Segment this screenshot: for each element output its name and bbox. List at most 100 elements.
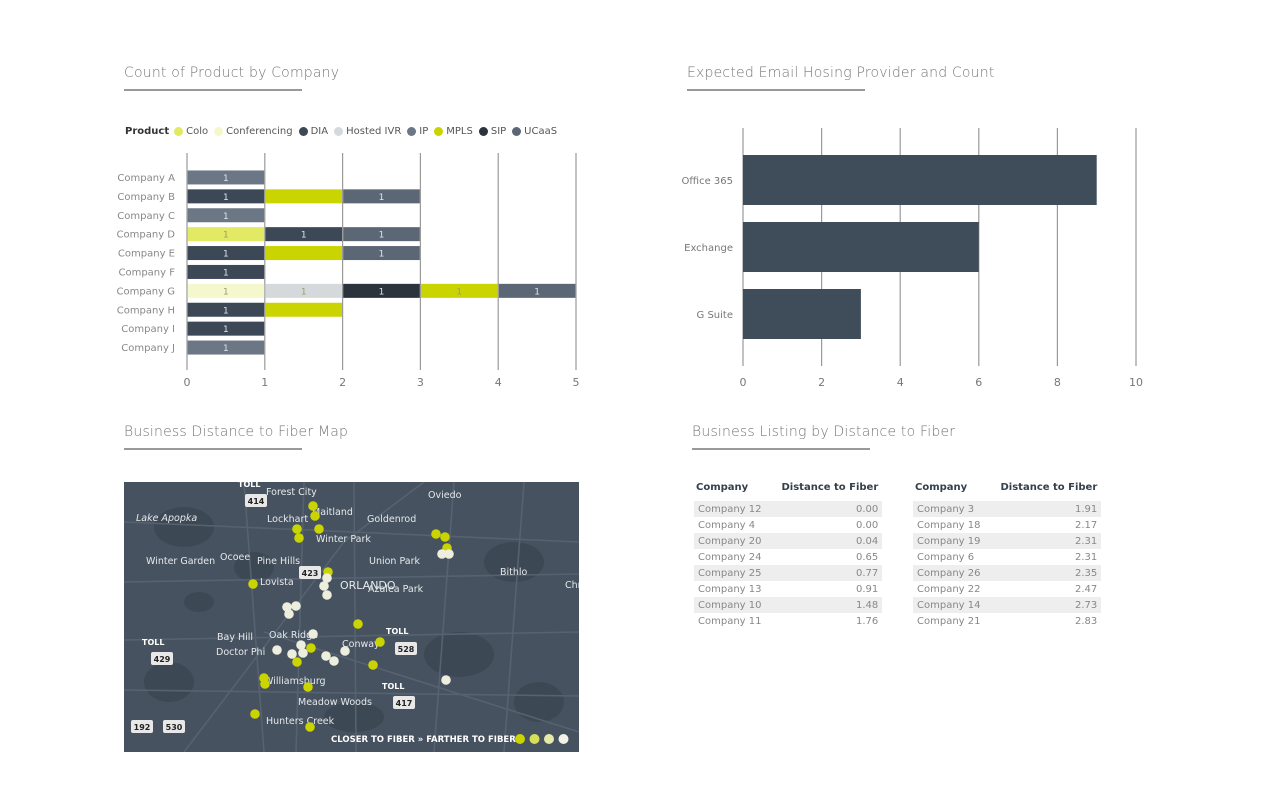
legend-label: Colo — [186, 126, 209, 137]
business-marker[interactable] — [314, 524, 324, 534]
legend-item[interactable]: SIP — [478, 126, 507, 137]
y-category-label: Company D — [117, 230, 176, 241]
road-line — [183, 482, 425, 752]
legend-item[interactable]: Conferencing — [214, 126, 293, 137]
legend-item[interactable]: Colo — [174, 126, 208, 137]
legend-item[interactable]: IP — [407, 126, 428, 137]
business-marker[interactable] — [375, 637, 385, 647]
bar-segment[interactable] — [187, 340, 265, 355]
bar-data-label: 1 — [223, 250, 229, 260]
table-row: Company 21 2.83 — [913, 613, 1101, 629]
business-marker[interactable] — [319, 581, 329, 591]
bar-data-label: 1 — [379, 231, 385, 241]
business-marker[interactable] — [308, 629, 318, 639]
table-header-row: Company Distance to Fiber — [913, 478, 1101, 501]
legend-label: SIP — [490, 126, 507, 137]
business-marker[interactable] — [329, 656, 339, 666]
business-marker[interactable] — [294, 533, 304, 543]
business-marker[interactable] — [340, 646, 350, 656]
business-marker[interactable] — [287, 649, 297, 659]
business-marker[interactable] — [272, 645, 282, 655]
y-category-label: Company I — [121, 324, 175, 335]
business-marker[interactable] — [292, 657, 302, 667]
road-line — [353, 482, 357, 752]
fiber-map[interactable]: Forest City Maitland Oviedo Lockhart Goldenr… — [124, 482, 579, 752]
bar-segment[interactable] — [187, 227, 265, 242]
business-marker[interactable] — [248, 579, 258, 589]
bar-segment[interactable] — [343, 227, 420, 242]
email-bar[interactable] — [743, 222, 979, 272]
bar-segment[interactable] — [265, 189, 342, 204]
legend-swatch — [214, 127, 224, 136]
bar-data-label: 1 — [223, 287, 229, 297]
legend-item[interactable]: Hosted IVR — [334, 126, 401, 137]
highway-shield-label: 192 — [134, 723, 151, 732]
business-marker[interactable] — [292, 524, 302, 534]
bar-segment[interactable] — [265, 246, 342, 261]
business-marker[interactable] — [353, 619, 363, 629]
bar-segment[interactable] — [265, 302, 342, 317]
business-marker[interactable] — [368, 660, 378, 670]
business-marker[interactable] — [284, 609, 294, 619]
y-category-label: Company A — [117, 173, 175, 184]
place-label: Goldenrod — [367, 514, 416, 525]
company-cell: Company 22 — [917, 583, 981, 595]
business-marker[interactable] — [291, 601, 301, 611]
business-marker[interactable] — [303, 682, 313, 692]
business-marker[interactable] — [431, 529, 441, 539]
email-chart-title-rule — [687, 89, 865, 91]
bar-segment[interactable] — [187, 170, 265, 185]
business-marker[interactable] — [322, 590, 332, 600]
email-bar[interactable] — [743, 289, 861, 339]
bar-segment[interactable] — [187, 264, 265, 279]
company-cell: Company 25 — [694, 565, 766, 581]
bar-segment[interactable] — [421, 283, 498, 298]
product-chart-title-rule — [124, 89, 302, 91]
product-legend: Product Colo Conferencing DIA Hosted IVR IP M… — [125, 126, 563, 137]
place-label: Hunters Creek — [266, 716, 335, 727]
legend-item[interactable]: DIA — [298, 126, 329, 137]
bar-segment[interactable] — [265, 227, 342, 242]
business-marker[interactable] — [298, 648, 308, 658]
table-row: Company 6 2.31 — [913, 549, 1101, 565]
road-line — [263, 631, 579, 733]
table-row: Company 25 0.77 — [694, 565, 883, 581]
business-marker[interactable] — [296, 640, 306, 650]
bar-segment[interactable] — [187, 321, 265, 336]
business-marker[interactable] — [260, 679, 270, 689]
business-marker[interactable] — [310, 511, 320, 521]
business-marker[interactable] — [250, 709, 260, 719]
bar-segment[interactable] — [343, 246, 420, 261]
bar-segment[interactable] — [187, 283, 265, 298]
business-marker[interactable] — [305, 722, 315, 732]
email-bar[interactable] — [743, 155, 1097, 205]
bar-segment[interactable] — [187, 189, 265, 204]
distance-cell: 2.47 — [1075, 583, 1098, 595]
bar-segment[interactable] — [187, 208, 265, 223]
business-marker[interactable] — [306, 643, 316, 653]
bar-segment[interactable] — [498, 283, 576, 298]
business-marker[interactable] — [437, 549, 447, 559]
business-marker[interactable] — [444, 549, 454, 559]
bar-segment[interactable] — [343, 189, 420, 204]
highway-shield — [395, 642, 417, 655]
business-marker[interactable] — [308, 501, 318, 511]
business-marker[interactable] — [441, 675, 451, 685]
bar-segment[interactable] — [187, 246, 265, 261]
place-label: Ocoee — [220, 552, 250, 563]
bar-segment[interactable] — [265, 283, 342, 298]
bar-segment[interactable] — [187, 302, 265, 317]
legend-label: DIA — [310, 126, 329, 137]
bar-segment[interactable] — [343, 283, 420, 298]
business-marker[interactable] — [322, 573, 332, 583]
legend-swatch — [298, 127, 308, 136]
legend-item[interactable]: MPLS — [434, 126, 473, 137]
place-label: Lake Apopka — [136, 513, 197, 524]
business-marker[interactable] — [440, 532, 450, 542]
legend-item[interactable]: UCaaS — [512, 126, 557, 137]
business-marker[interactable] — [321, 651, 331, 661]
legend-label: Conferencing — [226, 126, 293, 137]
legend-label: Hosted IVR — [346, 126, 402, 137]
distance-cell: 0.77 — [765, 565, 883, 581]
place-label: Lockhart — [267, 514, 308, 525]
